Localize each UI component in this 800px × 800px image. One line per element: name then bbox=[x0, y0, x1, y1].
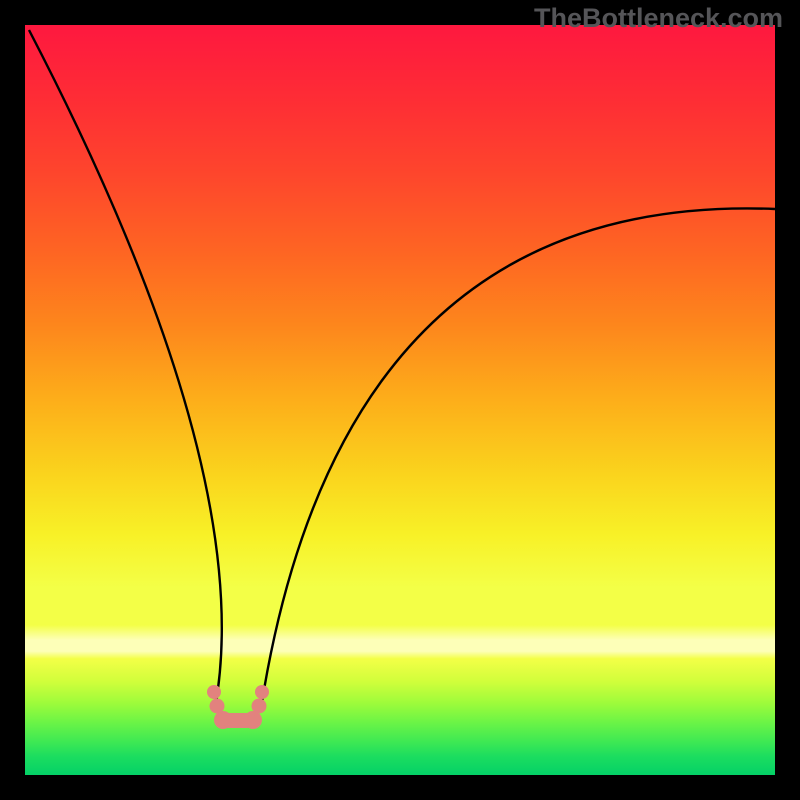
right-curve bbox=[261, 208, 775, 708]
curve-layer bbox=[0, 0, 800, 800]
bottom-marker-cluster bbox=[207, 685, 269, 729]
left-curve bbox=[29, 30, 222, 708]
outer-frame: TheBottleneck.com bbox=[0, 0, 800, 800]
watermark-text: TheBottleneck.com bbox=[534, 3, 783, 34]
